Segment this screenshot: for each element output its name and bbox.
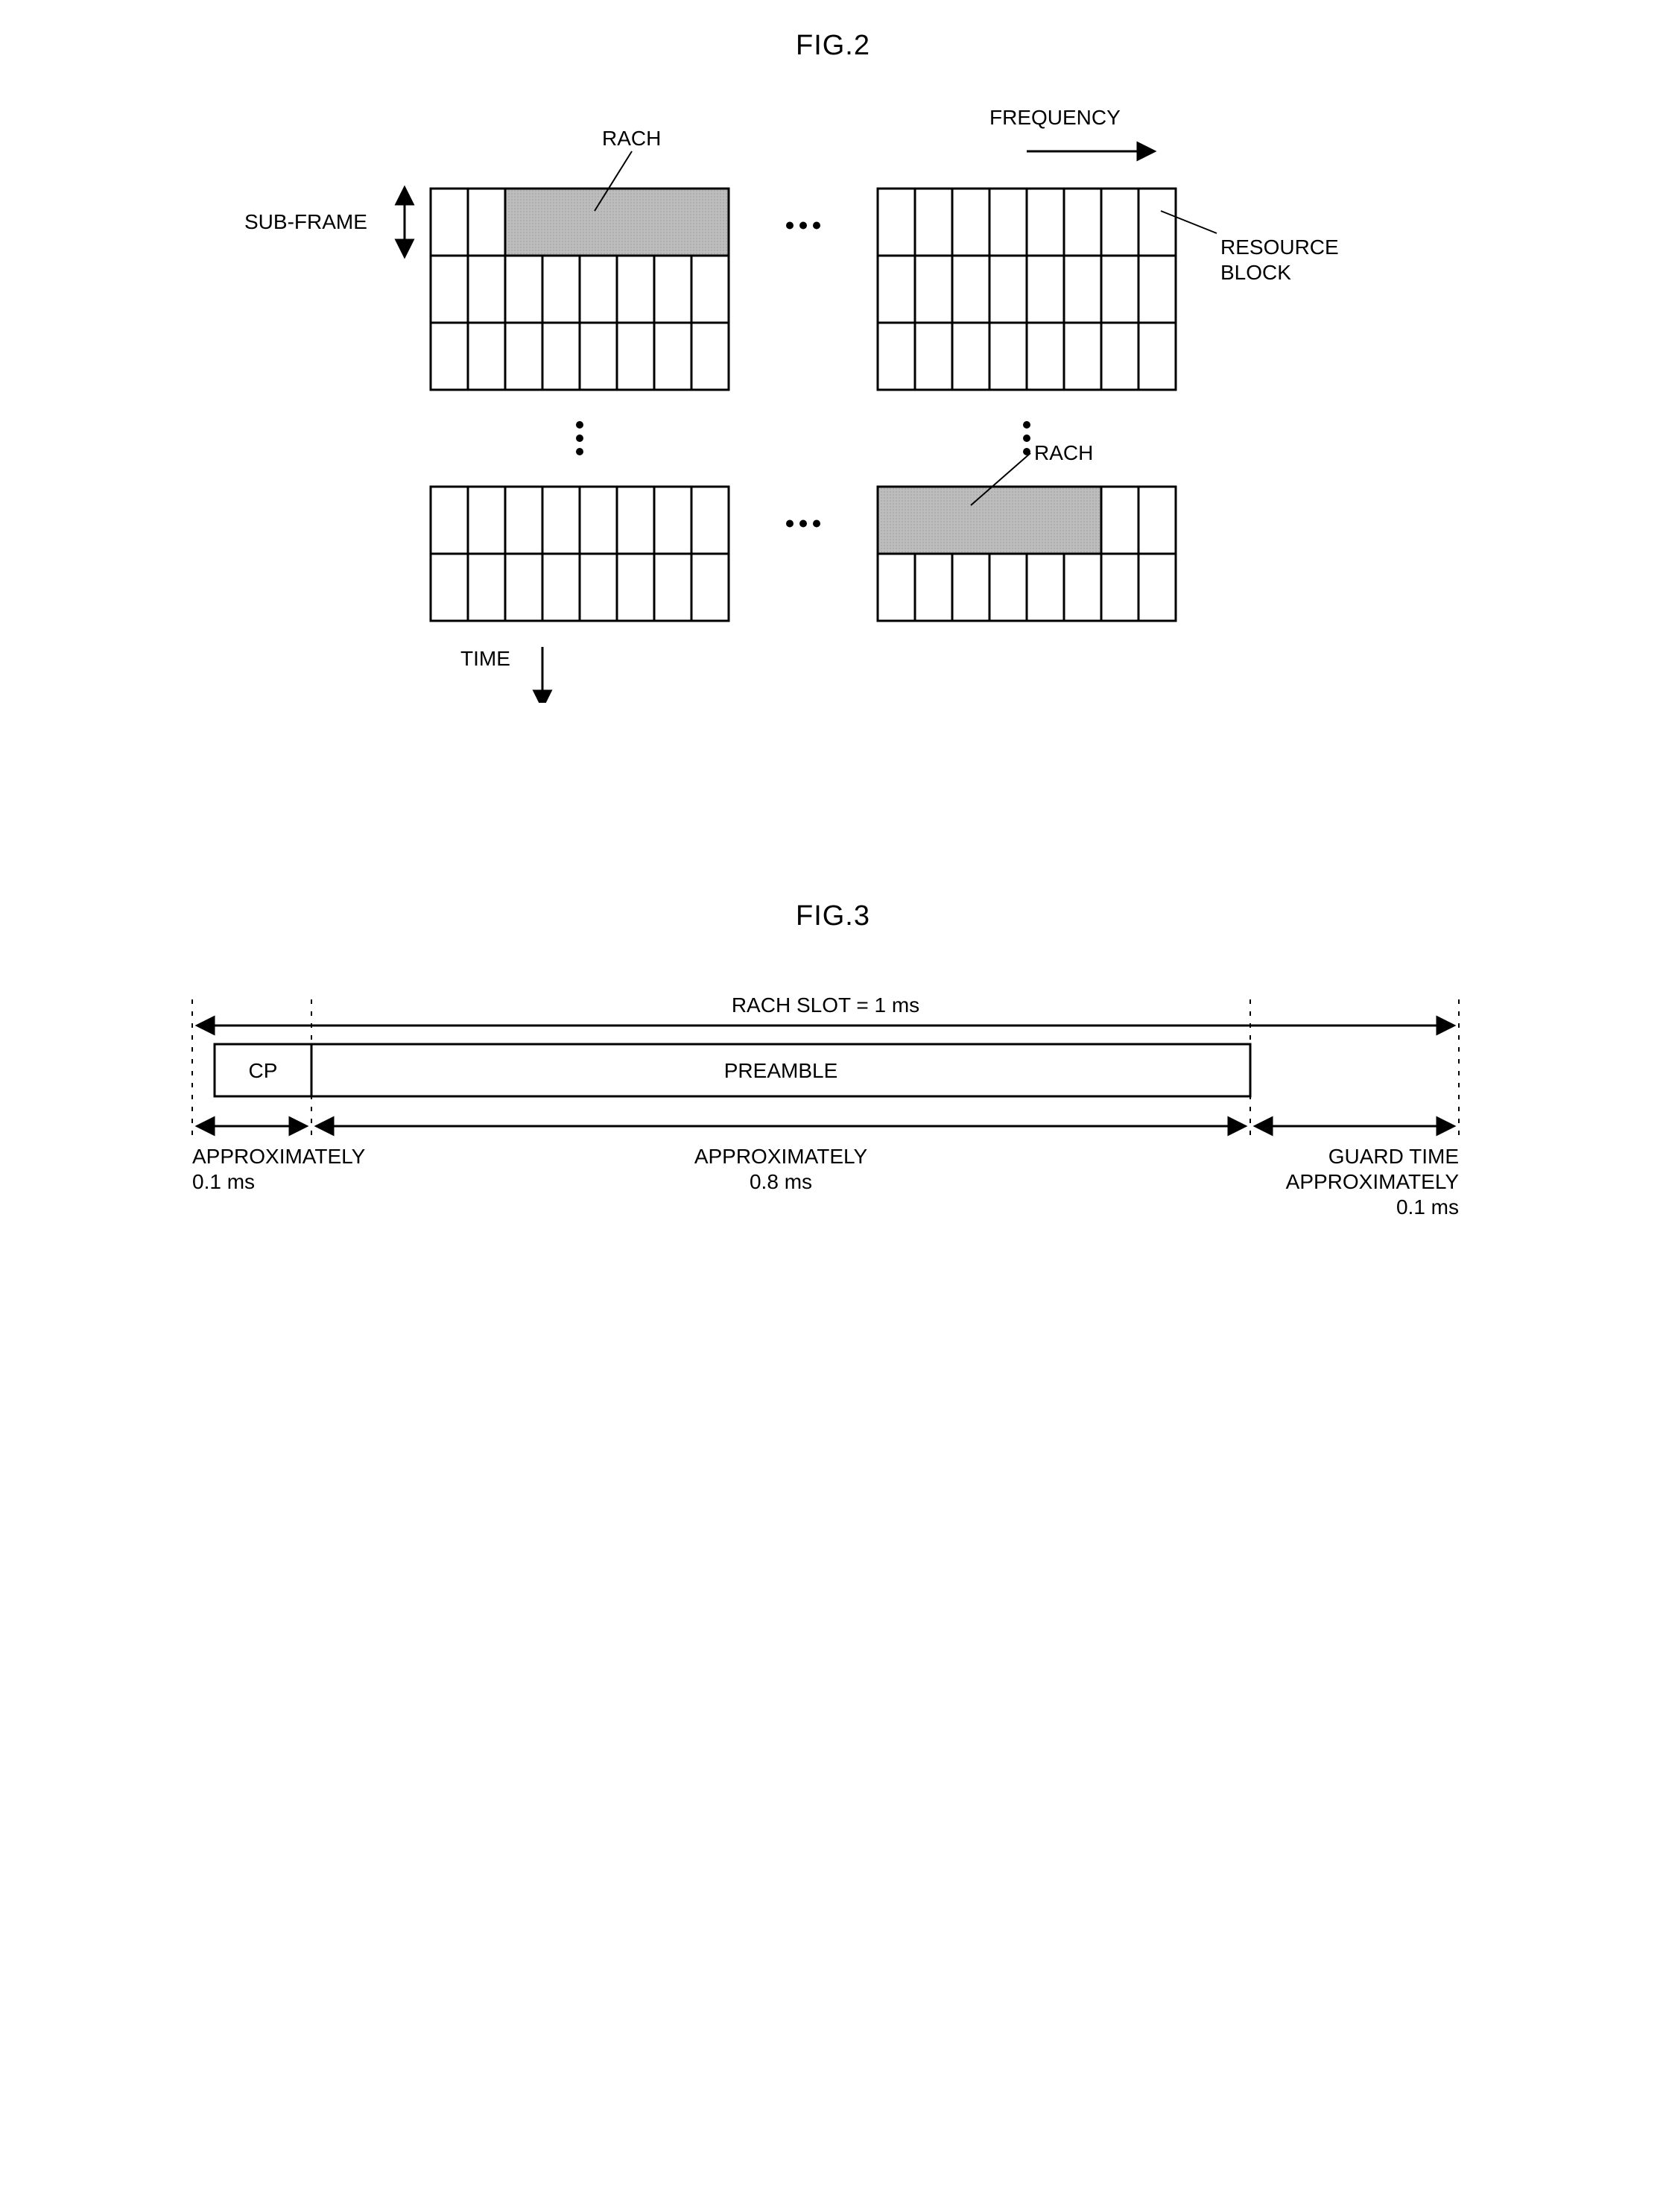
svg-text:0.1 ms: 0.1 ms <box>192 1170 255 1193</box>
svg-text:APPROXIMATELY: APPROXIMATELY <box>694 1145 868 1168</box>
svg-text:RACH: RACH <box>1034 441 1093 464</box>
svg-text:RESOURCE: RESOURCE <box>1220 236 1339 259</box>
fig3-svg: RACH SLOT = 1 msCPPREAMBLEAPPROXIMATELY0… <box>177 962 1489 1245</box>
svg-text:CP: CP <box>249 1059 278 1082</box>
svg-text:0.1 ms: 0.1 ms <box>1396 1195 1459 1219</box>
svg-text:BLOCK: BLOCK <box>1220 261 1291 284</box>
svg-text:FREQUENCY: FREQUENCY <box>989 106 1121 129</box>
svg-text:APPROXIMATELY: APPROXIMATELY <box>1286 1170 1460 1193</box>
svg-text:TIME: TIME <box>460 647 510 670</box>
fig2-title: FIG.2 <box>30 30 1636 62</box>
fig3-title: FIG.3 <box>30 900 1636 932</box>
fig2-svg: FREQUENCY RACH SUB-FRAME RESOURCEBLOCK RACH T… <box>237 92 1429 703</box>
svg-text:RACH SLOT = 1 ms: RACH SLOT = 1 ms <box>732 993 919 1017</box>
svg-text:SUB-FRAME: SUB-FRAME <box>244 210 367 233</box>
svg-text:GUARD TIME: GUARD TIME <box>1328 1145 1459 1168</box>
fig3-container: RACH SLOT = 1 msCPPREAMBLEAPPROXIMATELY0… <box>177 962 1489 1249</box>
svg-text:0.8 ms: 0.8 ms <box>750 1170 812 1193</box>
svg-text:APPROXIMATELY: APPROXIMATELY <box>192 1145 366 1168</box>
fig2-container: FREQUENCY RACH SUB-FRAME RESOURCEBLOCK RACH T… <box>237 92 1429 707</box>
svg-text:PREAMBLE: PREAMBLE <box>724 1059 838 1082</box>
svg-text:RACH: RACH <box>602 127 661 150</box>
